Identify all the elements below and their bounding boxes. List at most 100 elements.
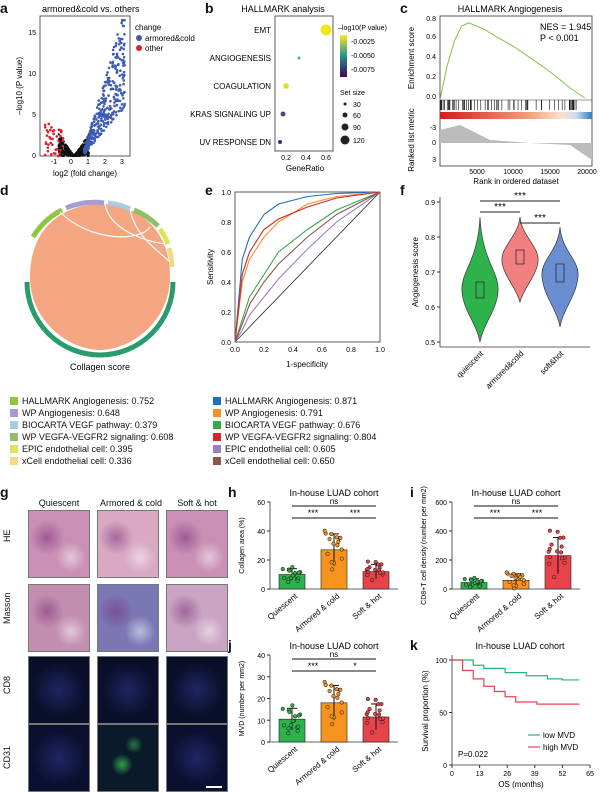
roc-curve — [234, 191, 381, 343]
legend-item: BIOCARTA VEGF pathway: 0.676 — [213, 420, 360, 430]
volcano-point-ns — [72, 153, 75, 157]
sig-mark: *** — [350, 508, 361, 518]
survival-xlabel: OS (months) — [498, 780, 544, 789]
dotplot-color-tick: -0.0075 — [351, 67, 375, 74]
bar-data-point — [562, 560, 567, 565]
km-xtick: 13 — [476, 771, 484, 778]
volcano-point-up — [102, 124, 106, 128]
volcano-point-down — [49, 141, 53, 145]
micrograph-cd8-1 — [28, 656, 90, 724]
bar-data-point — [329, 560, 334, 565]
volcano-point-up — [109, 99, 112, 103]
volcano-point-up — [121, 61, 125, 65]
bar-data-point — [521, 578, 526, 583]
volcano-xtick: -1 — [51, 159, 57, 166]
dotplot-xtick: 0.6 — [321, 155, 331, 162]
bar-data-point — [286, 731, 291, 736]
bar-ytick: 40 — [257, 529, 265, 536]
bar-data-point — [559, 550, 564, 555]
bar-data-point — [462, 576, 467, 582]
gsea-ytick: 0.2 — [426, 74, 436, 81]
volcano-point-up — [118, 39, 122, 43]
panel-label-h: h — [228, 484, 237, 500]
bar-data-point — [295, 728, 300, 733]
legend-label-other: other — [145, 44, 164, 53]
km-ytick: 0 — [443, 763, 447, 770]
scale-bar — [206, 786, 222, 788]
violin-quiescent — [461, 216, 499, 343]
volcano-point-down — [59, 148, 62, 152]
bar-data-point — [335, 695, 340, 700]
volcano-point-up — [84, 150, 88, 153]
km-legend-high: high MVD — [543, 743, 578, 752]
volcano-point-up — [111, 80, 115, 83]
volcano-point-ns — [83, 140, 86, 143]
volcano-point-up — [107, 66, 111, 70]
bar-data-point — [521, 581, 526, 586]
bar-group-label: Quiescent — [448, 591, 482, 622]
panel-b: HALLMARK analysis EMT ANGIOGENESIS COAGU… — [190, 0, 400, 180]
volcano-point-ns — [87, 151, 90, 154]
roc-xtick: 0.4 — [288, 347, 298, 354]
volcano-point-up — [103, 102, 106, 106]
bar-data-point — [327, 536, 332, 542]
dotplot-frame — [274, 15, 334, 152]
volcano-point-down — [51, 137, 54, 141]
bar-data-point — [287, 568, 292, 573]
volcano-point-up — [102, 122, 106, 125]
volcano-point-up — [116, 56, 120, 59]
volcano-point-ns — [87, 154, 90, 157]
legend-dot-other — [136, 45, 142, 51]
gsea-xtick: 10000 — [503, 169, 523, 176]
legend-item: WP Angiogenesis: 0.648 — [10, 408, 120, 418]
chord-arc-biocarta — [107, 200, 132, 212]
volcano-point-up — [118, 74, 122, 78]
volcano-point-ns — [81, 154, 84, 157]
gsea-ytick: 0.4 — [426, 54, 436, 61]
chord-divider — [129, 208, 171, 263]
survival-title: In-house LUAD cohort — [475, 641, 565, 651]
volcano-point-up — [118, 84, 122, 87]
bar-data-point — [282, 723, 287, 728]
bar-group-label: Quiescent — [266, 744, 300, 775]
bar-data-point — [365, 696, 370, 702]
volcano-point-up — [119, 41, 123, 45]
bar-data-point — [365, 715, 371, 721]
volcano-point-up — [108, 104, 112, 108]
volcano-point-up — [99, 119, 103, 122]
roc-xtick: 0.6 — [317, 347, 327, 354]
volcano-point-ns — [78, 149, 81, 152]
bar-data-point — [339, 547, 344, 552]
volcano-point-down — [43, 123, 47, 127]
volcano-ytick: 5 — [32, 112, 36, 119]
volcano-point-up — [95, 122, 99, 125]
bar-data-point — [469, 578, 474, 583]
sig-mark: *** — [490, 508, 501, 518]
bar-data-point — [373, 697, 378, 702]
volcano-point-up — [109, 120, 113, 124]
volcano-point-up — [95, 106, 99, 109]
bar-ytick: 40 — [257, 653, 265, 660]
volcano-point-up — [87, 137, 91, 141]
dotplot-title: HALLMARK analysis — [241, 4, 325, 14]
sig-mark: *** — [532, 508, 543, 518]
bar-data-point — [547, 528, 552, 533]
violin-ylabel: Angiogenesis score — [411, 237, 420, 307]
bar-ylabel: CD8+T cell density (number per mm2) — [421, 486, 428, 605]
legend-text: WP VEGFA-VEGFR2 signaling: 0.608 — [22, 432, 174, 442]
roc-plot: 0.00.0 0.2 0.2 0.4 0.4 0.6 0.6 0.8 0.8 1.0 1.0 1-s… — [206, 190, 385, 369]
gsea-ytick: 0.8 — [426, 16, 436, 23]
volcano-point-up — [93, 132, 97, 136]
violin-armored — [501, 216, 539, 304]
volcano-point-up — [93, 114, 97, 118]
volcano-point-up — [102, 115, 106, 118]
volcano-point-up — [113, 97, 116, 101]
volcano-point-up — [92, 141, 95, 145]
volcano-point-up — [122, 97, 125, 100]
bar-data-point — [330, 567, 335, 572]
volcano-point-ns — [81, 149, 84, 152]
volcano-point-up — [89, 126, 93, 129]
panel-label-i: i — [410, 484, 414, 500]
dotplot-point-uv — [278, 140, 282, 144]
collagen-chord-diagram: Collagen score — [24, 199, 176, 372]
